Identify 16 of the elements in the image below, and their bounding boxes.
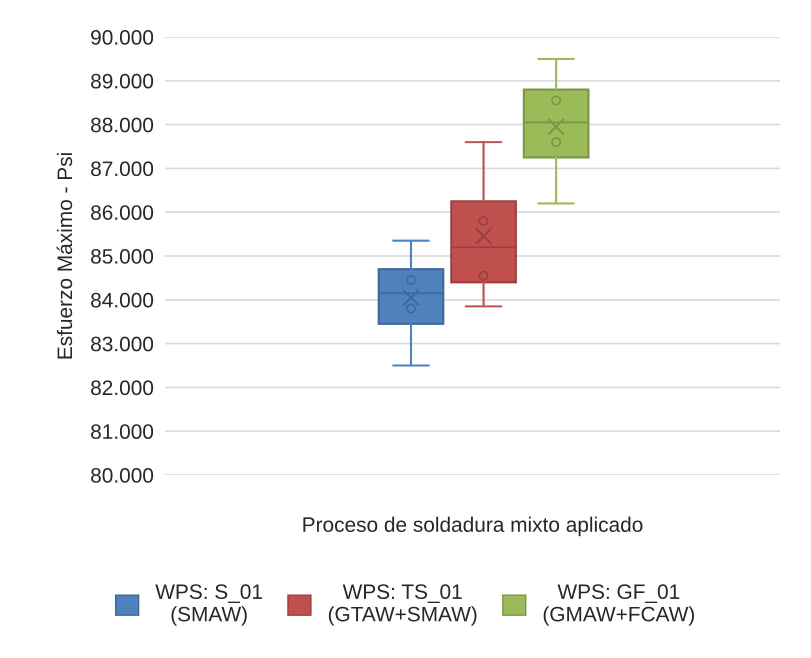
x-axis-title: Proceso de soldadura mixto aplicado <box>303 516 642 536</box>
y-tick-label: 85.000 <box>91 249 154 264</box>
y-tick-label: 90.000 <box>91 30 154 45</box>
y-tick-label: 86.000 <box>91 205 154 220</box>
y-tick-label: 83.000 <box>91 336 154 352</box>
legend-label: WPS: TS_01 (GTAW+SMAW) <box>328 584 476 626</box>
y-axis-title: Esfuerzo Máximo - Psi <box>56 153 72 358</box>
y-tick-label: 88.000 <box>91 118 154 132</box>
y-tick-label: 80.000 <box>91 468 154 483</box>
legend-label: WPS: S_01 (SMAW) <box>155 584 262 626</box>
y-tick-label: 89.000 <box>91 74 154 89</box>
y-tick-label: 81.000 <box>91 424 154 439</box>
y-tick-label: 82.000 <box>91 380 154 396</box>
y-tick-label: 84.000 <box>91 292 154 308</box>
legend-label: WPS: GF_01 (GMAW+FCAW) <box>544 584 694 626</box>
y-tick-label: 87.000 <box>91 161 154 176</box>
